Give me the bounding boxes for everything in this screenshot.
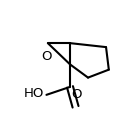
Text: HO: HO	[23, 87, 44, 100]
Text: O: O	[72, 88, 82, 101]
Text: O: O	[41, 50, 52, 63]
